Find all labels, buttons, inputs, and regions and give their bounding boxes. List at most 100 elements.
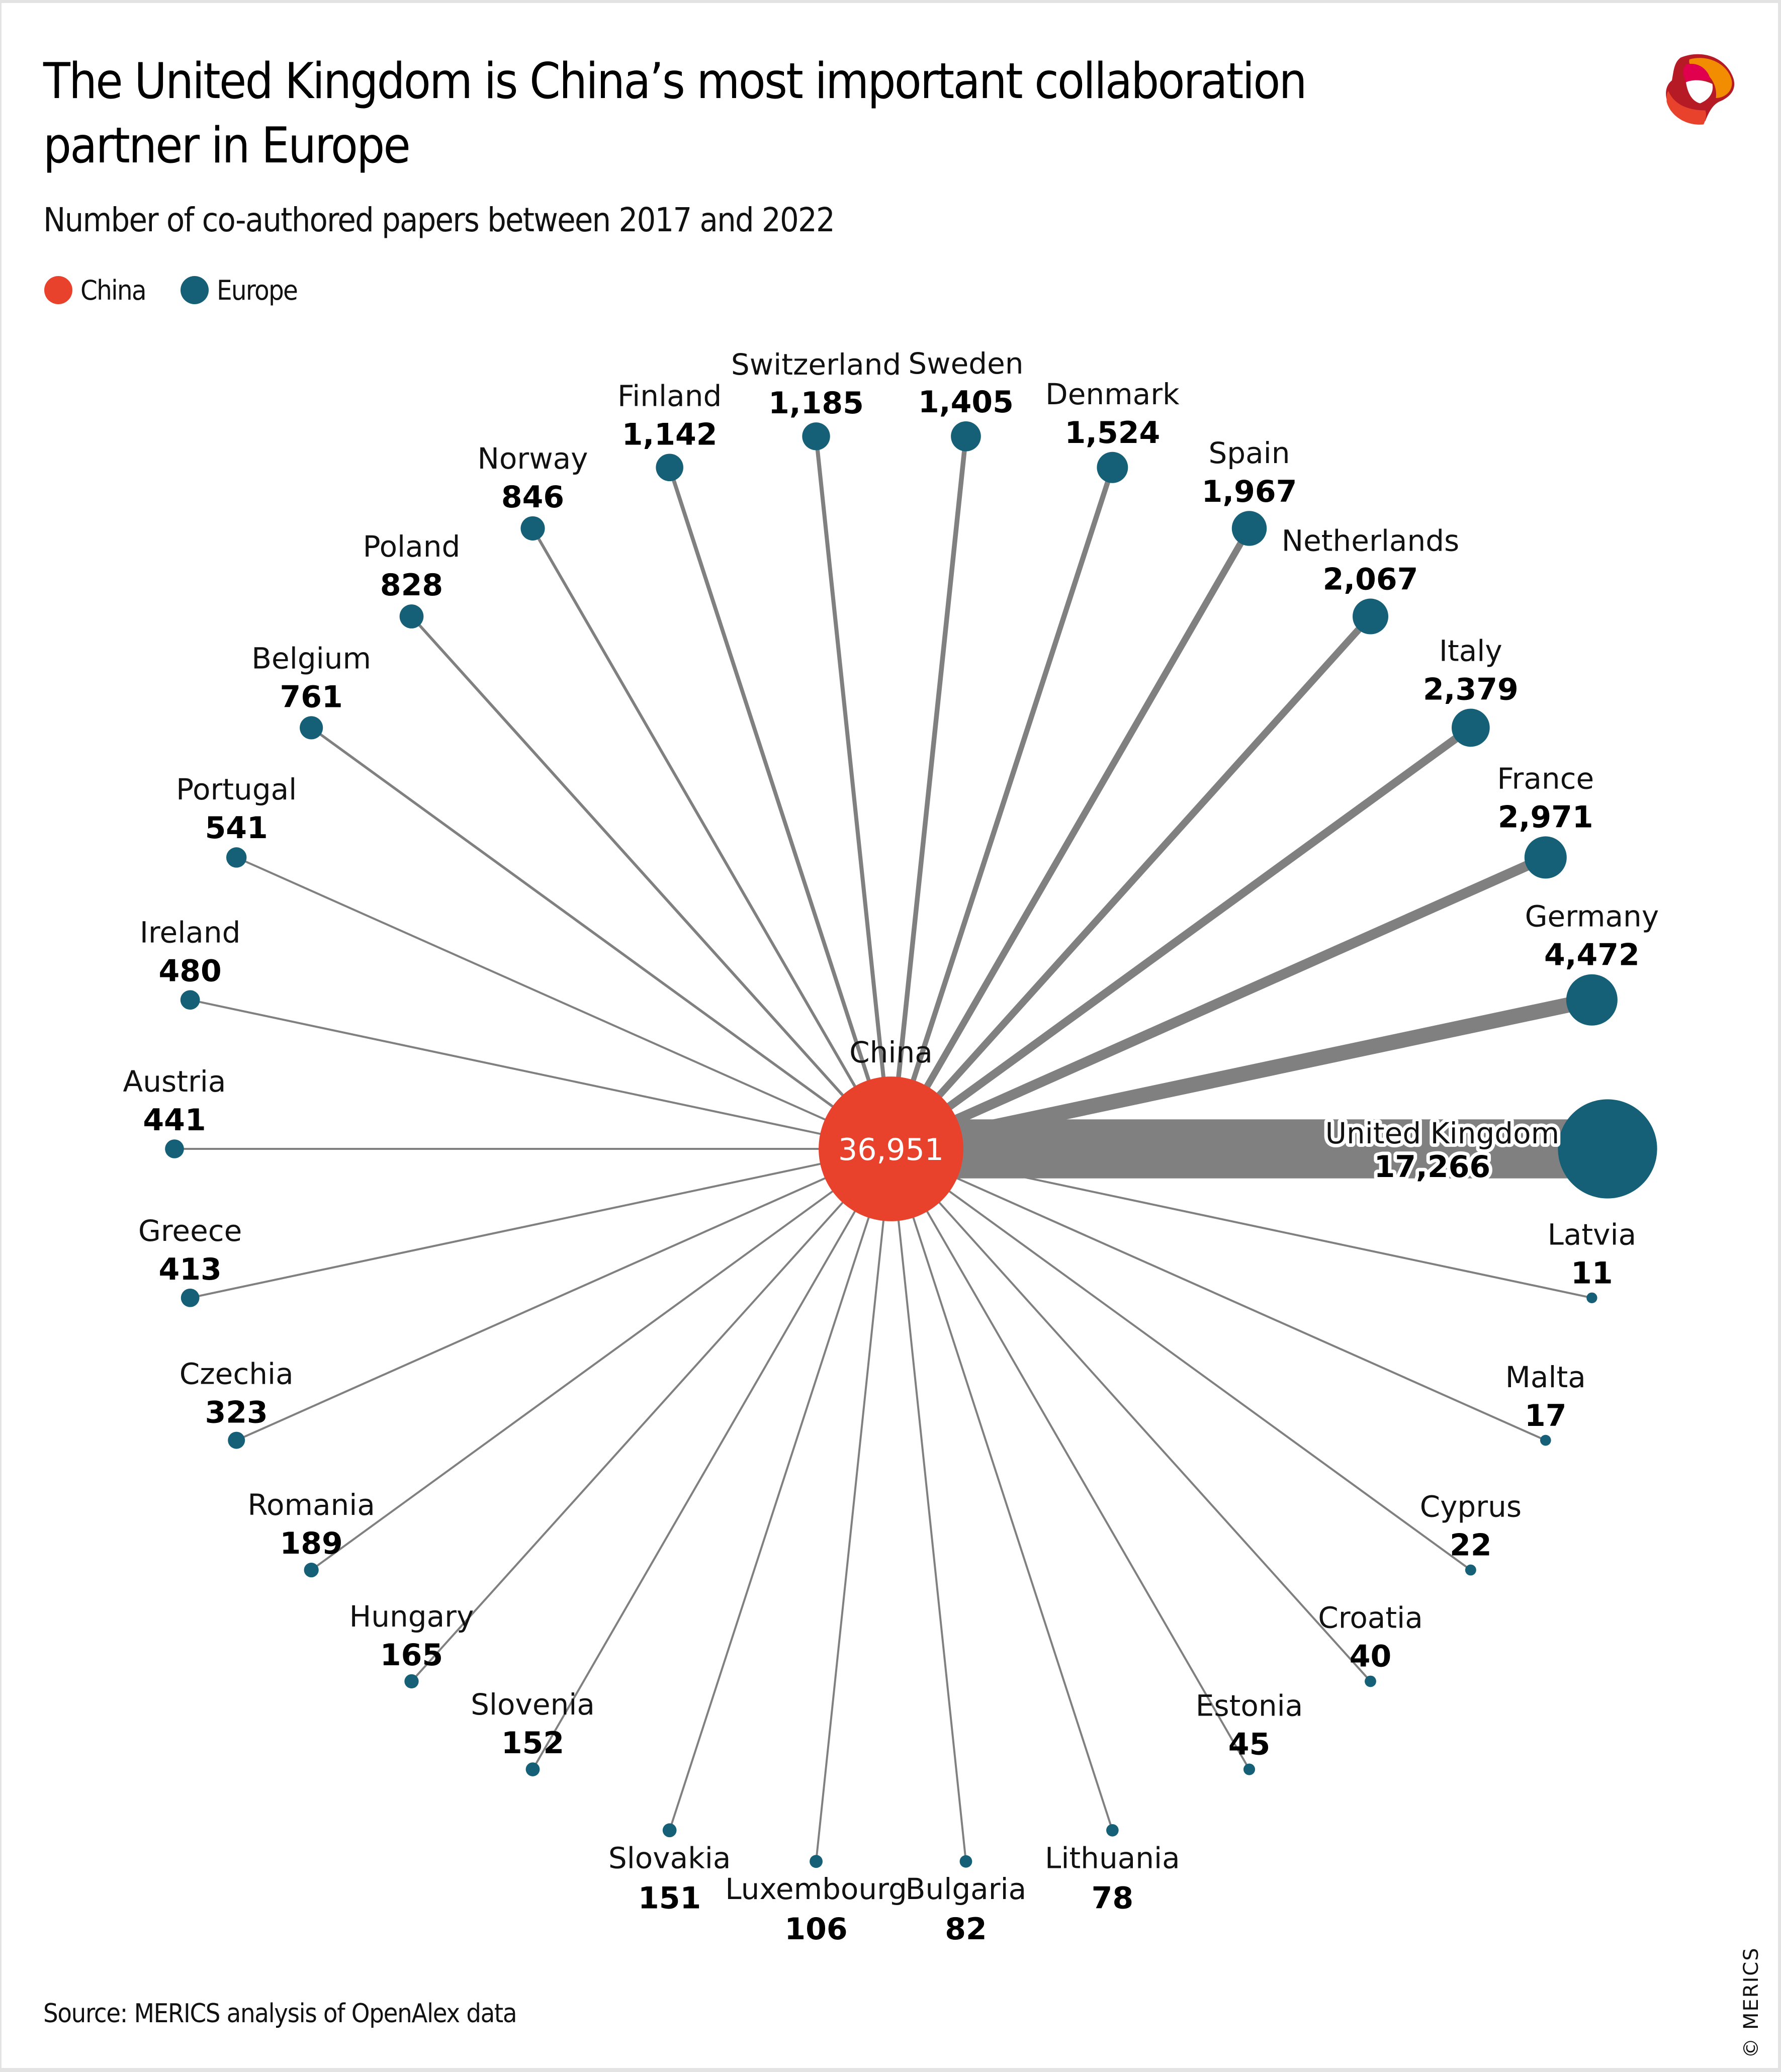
legend-dot-europe-icon	[181, 276, 209, 304]
label-value-norway: 846	[501, 480, 564, 515]
edge-estonia	[890, 1148, 1251, 1770]
node-latvia	[1586, 1292, 1597, 1303]
edge-slovakia	[668, 1148, 892, 1831]
edge-latvia	[890, 1148, 1592, 1299]
label-name-belgium: Belgium	[251, 641, 371, 675]
edge-portugal	[236, 856, 892, 1150]
edge-romania	[310, 1148, 892, 1571]
chart-title: The United Kingdom is China’s most impor…	[43, 53, 1307, 174]
edge-france	[888, 853, 1548, 1154]
node-greece	[181, 1288, 200, 1307]
label-value-italy: 2,379	[1423, 672, 1519, 707]
label-name-greece: Greece	[138, 1214, 242, 1248]
edge-netherlands	[888, 614, 1373, 1151]
legend-dot-china-icon	[44, 276, 72, 304]
edge-sweden	[888, 436, 968, 1149]
node-malta	[1540, 1434, 1551, 1446]
node-czechia	[228, 1431, 245, 1449]
center-node-group: China 36,951	[819, 1035, 963, 1221]
label-name-bulgaria: Bulgaria	[906, 1872, 1027, 1906]
edge-switzerland	[814, 436, 894, 1149]
node-croatia	[1365, 1675, 1376, 1687]
node-estonia	[1243, 1763, 1256, 1775]
label-name-denmark: Denmark	[1045, 377, 1180, 411]
node-poland	[399, 604, 424, 628]
label-name-france: France	[1497, 761, 1594, 795]
label-name-china: China	[849, 1035, 933, 1069]
label-value-ireland: 480	[159, 953, 222, 988]
label-value-slovenia: 152	[501, 1726, 564, 1761]
label-name-lithuania: Lithuania	[1045, 1841, 1180, 1875]
node-hungary	[404, 1674, 419, 1689]
node-denmark	[1097, 452, 1128, 483]
label-name-hungary: Hungary	[349, 1599, 474, 1634]
label-value-estonia: 45	[1228, 1727, 1271, 1762]
label-name-luxembourg: Luxembourg	[725, 1872, 907, 1906]
label-name-croatia: Croatia	[1318, 1601, 1423, 1635]
edge-italy	[888, 724, 1473, 1152]
node-slovenia	[525, 1762, 540, 1776]
legend-item-europe: Europe	[181, 275, 306, 306]
node-netherlands	[1353, 598, 1389, 635]
edge-poland	[410, 615, 893, 1150]
node-sweden	[951, 421, 981, 452]
label-value-finland: 1,142	[622, 417, 718, 452]
node-bulgaria	[959, 1855, 972, 1868]
label-value-united-kingdom: 17,266	[1374, 1149, 1491, 1185]
label-value-latvia: 11	[1571, 1256, 1613, 1291]
edge-malta	[890, 1148, 1546, 1442]
label-name-slovenia: Slovenia	[471, 1687, 595, 1722]
edge-czechia	[236, 1148, 892, 1442]
node-slovakia	[662, 1823, 677, 1838]
label-name-netherlands: Netherlands	[1282, 524, 1460, 558]
edge-hungary	[411, 1148, 892, 1682]
label-value-lithuania: 78	[1092, 1880, 1134, 1916]
label-value-czechia: 323	[205, 1395, 268, 1430]
label-value-netherlands: 2,067	[1323, 562, 1418, 597]
label-value-portugal: 541	[205, 810, 268, 846]
label-value-malta: 17	[1525, 1398, 1567, 1433]
label-value-greece: 413	[159, 1252, 222, 1287]
label-value-denmark: 1,524	[1064, 415, 1160, 451]
label-name-ireland: Ireland	[140, 915, 241, 949]
node-china	[819, 1076, 963, 1221]
node-finland	[656, 454, 683, 482]
legend-label-europe: Europe	[217, 274, 298, 306]
label-name-czechia: Czechia	[180, 1357, 294, 1391]
edge-germany	[889, 992, 1594, 1156]
copyright-note: © MERICS	[1740, 1947, 1763, 2058]
label-name-germany: Germany	[1525, 899, 1659, 934]
label-name-spain: Spain	[1208, 436, 1290, 470]
label-value-cyprus: 22	[1450, 1528, 1492, 1563]
edge-finland	[667, 467, 893, 1150]
node-portugal	[226, 847, 247, 868]
label-value-hungary: 165	[380, 1638, 443, 1673]
node-austria	[165, 1139, 184, 1158]
node-italy	[1451, 708, 1490, 747]
edge-greece	[190, 1148, 892, 1299]
node-lithuania	[1106, 1824, 1119, 1837]
edge-bulgaria	[890, 1148, 967, 1862]
label-value-china: 36,951	[838, 1132, 944, 1167]
label-name-switzerland: Switzerland	[731, 347, 901, 382]
label-value-spain: 1,967	[1202, 474, 1297, 509]
node-belgium	[300, 716, 323, 740]
label-value-austria: 441	[143, 1103, 206, 1138]
node-ireland	[180, 990, 200, 1010]
label-value-croatia: 40	[1350, 1639, 1392, 1674]
edge-slovenia	[531, 1148, 892, 1770]
node-romania	[304, 1562, 319, 1578]
legend: China Europe	[44, 274, 334, 306]
label-value-bulgaria: 82	[945, 1912, 987, 1947]
label-name-cyprus: Cyprus	[1420, 1490, 1522, 1524]
label-name-united-kingdom: United Kingdom	[1325, 1116, 1560, 1150]
nodes-layer	[165, 421, 1657, 1868]
label-name-poland: Poland	[363, 529, 461, 564]
edge-luxembourg	[815, 1148, 892, 1862]
label-value-luxembourg: 106	[784, 1912, 847, 1947]
node-france	[1524, 836, 1567, 879]
label-name-estonia: Estonia	[1196, 1689, 1303, 1723]
node-spain	[1231, 511, 1267, 546]
edges-layer	[174, 436, 1608, 1862]
